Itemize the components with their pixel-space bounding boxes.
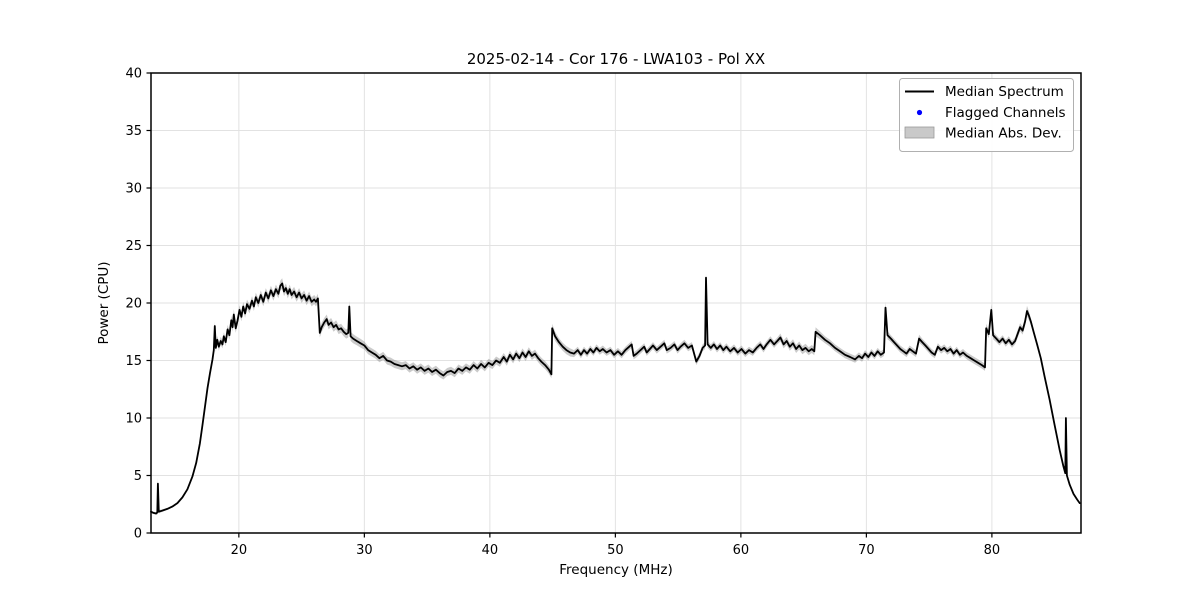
y-tick-label: 30: [125, 182, 142, 197]
x-axis-ticks: 20 30 40 50 60 70 80: [231, 533, 1001, 558]
legend-flagged-dot-sample: [916, 109, 923, 116]
y-tick-label: 10: [125, 412, 142, 427]
y-tick-label: 20: [125, 297, 142, 312]
x-tick-label: 40: [482, 543, 499, 558]
legend: Median Spectrum Flagged Channels Median …: [899, 78, 1074, 152]
x-tick-label: 30: [356, 543, 373, 558]
y-tick-label: 5: [134, 469, 142, 484]
y-axis-label: Power (CPU): [96, 261, 112, 344]
x-tick-label: 70: [858, 543, 875, 558]
legend-label-flagged-channels: Flagged Channels: [945, 105, 1066, 121]
plot-title: 2025-02-14 - Cor 176 - LWA103 - Pol XX: [467, 50, 765, 68]
legend-patch-sample: [904, 126, 935, 139]
legend-label-median-abs-dev: Median Abs. Dev.: [945, 126, 1062, 142]
y-tick-label: 35: [125, 124, 142, 139]
x-tick-label: 80: [984, 543, 1001, 558]
median-spectrum-line: [150, 276, 1081, 515]
plot-border: [150, 72, 1082, 534]
x-tick-label: 20: [231, 543, 248, 558]
y-tick-label: 0: [134, 527, 142, 542]
x-axis-label: Frequency (MHz): [559, 562, 672, 578]
x-tick-label: 50: [607, 543, 624, 558]
legend-label-median-spectrum: Median Spectrum: [945, 84, 1064, 100]
y-tick-label: 40: [125, 67, 142, 82]
legend-box: [899, 78, 1074, 152]
y-axis-ticks: 0 5 10 15 20 25 30 35 40: [125, 67, 151, 542]
y-tick-label: 25: [125, 239, 142, 254]
x-tick-label: 60: [733, 543, 750, 558]
y-tick-label: 15: [125, 354, 142, 369]
